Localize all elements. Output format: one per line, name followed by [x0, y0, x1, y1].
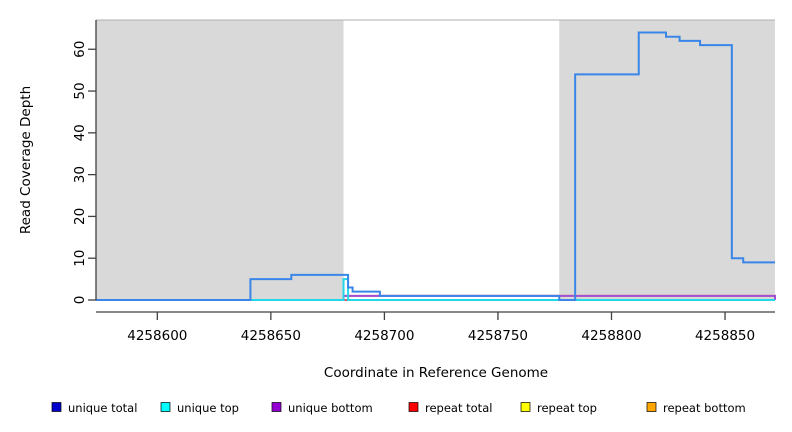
legend-swatch: [51, 402, 62, 412]
data-series-layer: [96, 31, 776, 301]
x-axis-title: Coordinate in Reference Genome: [324, 365, 548, 381]
series-line: [96, 31, 775, 301]
y-tick-label: 30: [72, 166, 88, 183]
y-tick-label: 20: [72, 208, 88, 225]
legend-swatch: [271, 402, 282, 412]
legend-label: repeat top: [537, 401, 597, 415]
legend: unique total unique top unique bottom repea…: [51, 401, 746, 415]
x-tick-label: 4258750: [468, 328, 528, 344]
y-axis-ticks: 0 10 20 30 40 50 60: [72, 41, 96, 305]
x-tick-label: 4258600: [127, 328, 187, 344]
y-tick-label: 50: [72, 82, 88, 99]
series-line: [96, 278, 775, 301]
shaded-region: [559, 20, 775, 300]
x-tick-label: 4258850: [695, 328, 755, 344]
y-tick-label: 60: [72, 41, 88, 58]
legend-label: unique bottom: [288, 401, 373, 415]
y-tick-label: 40: [72, 124, 88, 141]
legend-swatch: [520, 402, 531, 412]
y-axis-title: Read Coverage Depth: [18, 86, 34, 234]
legend-label: unique top: [177, 401, 239, 415]
legend-swatch: [408, 402, 419, 412]
x-axis-ticks: 4258600 4258650 4258700 4258750 4258800 42588…: [127, 312, 755, 344]
x-tick-label: 4258800: [581, 328, 641, 344]
x-tick-label: 4258650: [241, 328, 301, 344]
x-tick-label: 4258700: [354, 328, 414, 344]
y-tick-label: 10: [72, 250, 88, 267]
legend-label: repeat bottom: [663, 401, 746, 415]
legend-swatch: [646, 402, 657, 412]
axis-layer: [95, 20, 775, 313]
shaded-region: [96, 20, 344, 300]
legend-label: repeat total: [425, 401, 492, 415]
shaded-regions: [96, 19, 775, 300]
y-tick-label: 0: [72, 296, 88, 305]
legend-label: unique total: [68, 401, 137, 415]
legend-swatch: [160, 402, 171, 412]
